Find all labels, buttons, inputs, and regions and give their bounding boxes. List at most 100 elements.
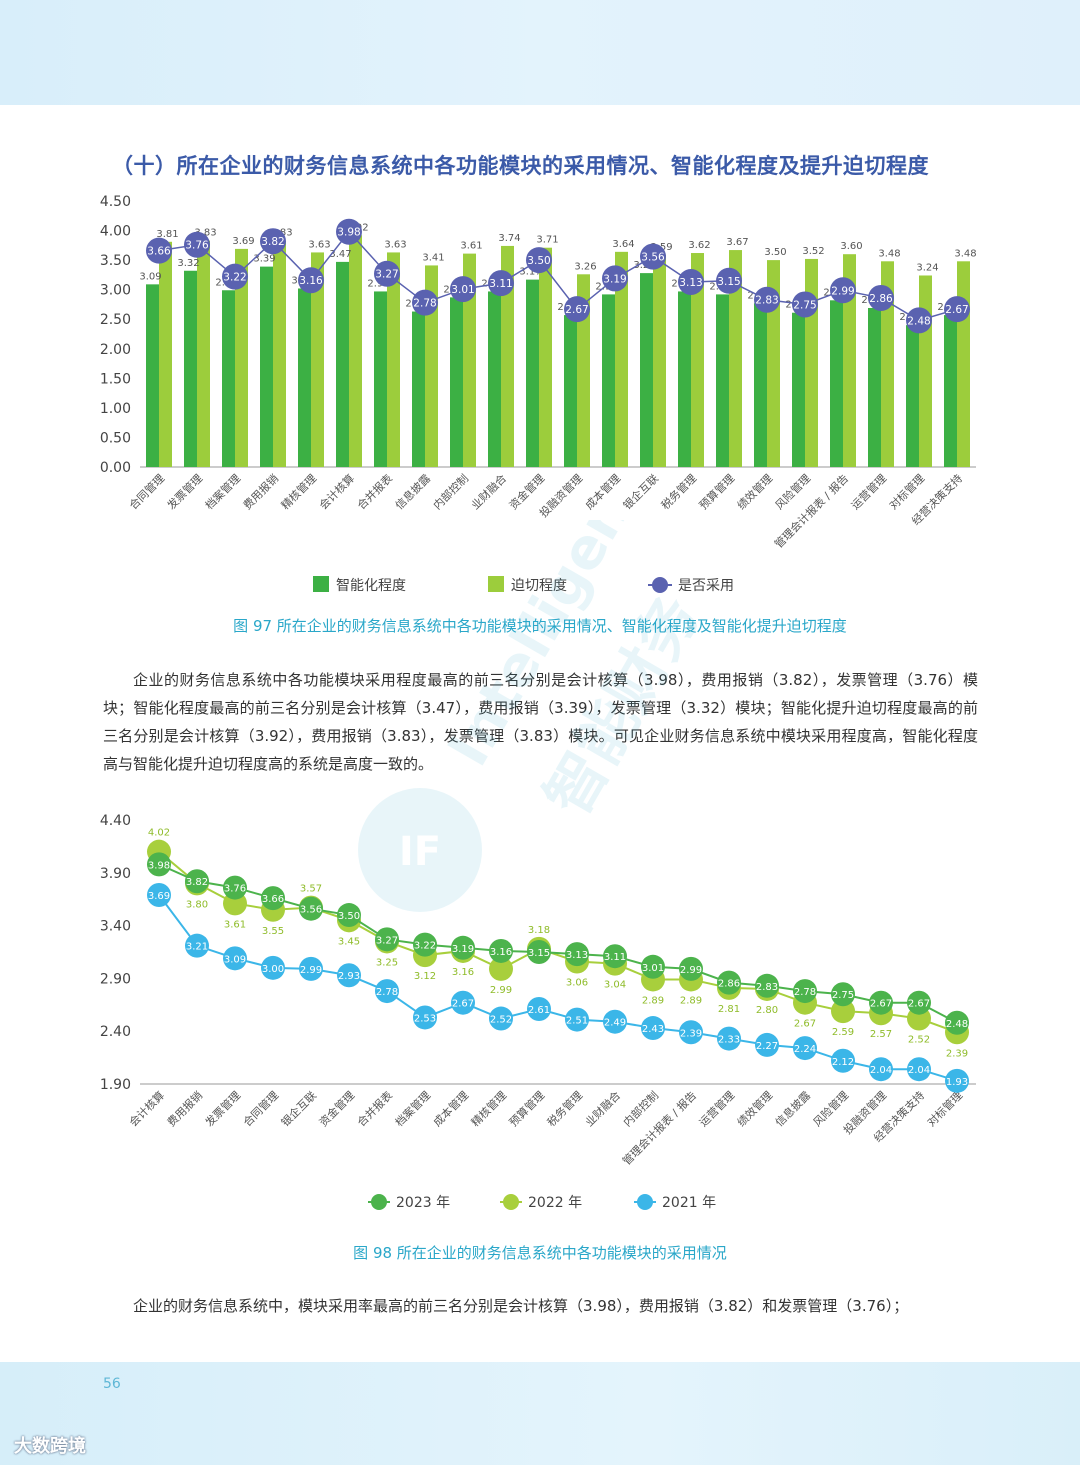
adoption-point-label: 3.66 <box>147 246 171 258</box>
series-2023-point <box>907 990 931 1015</box>
bar-urgency-label: 3.63 <box>308 239 330 250</box>
top-banner <box>0 0 1080 105</box>
series-2021-point <box>451 990 475 1015</box>
adoption-point-label: 2.83 <box>755 295 778 307</box>
bar-intelligence <box>450 297 463 467</box>
series-2021-point <box>185 933 209 958</box>
adoption-point <box>146 237 172 264</box>
adoption-point-label: 3.27 <box>375 269 398 281</box>
y-tick-label: 3.50 <box>100 253 131 269</box>
series-2023-legend-label: 2023 年 <box>396 1195 450 1211</box>
bar-urgency-label: 3.81 <box>156 229 178 240</box>
series-2021-point <box>489 1006 513 1031</box>
bar-intelligence-label: 2.97 <box>367 278 389 289</box>
adoption-point <box>906 307 932 334</box>
series-2023-legend-marker <box>371 1194 387 1210</box>
adoption-point-label: 3.16 <box>299 275 323 287</box>
bar-intelligence <box>222 290 235 467</box>
series-2022-label: 3.18 <box>528 925 550 936</box>
y-tick-label: 0.50 <box>100 430 131 446</box>
series-2023-label: 3.16 <box>490 947 512 958</box>
series-2021-point <box>793 1036 817 1061</box>
x-tick-label: 档案管理 <box>202 471 243 512</box>
x-tick-label: 会计核算 <box>126 1088 167 1129</box>
series-2021-line <box>158 894 958 1082</box>
x-tick-label: 发票管理 <box>164 471 205 512</box>
adoption-point <box>184 231 210 258</box>
series-2023-point <box>375 927 399 952</box>
adoption-point <box>602 265 628 292</box>
x-tick-label: 管理会计报表 / 报告 <box>771 471 851 551</box>
bar-urgency-label: 3.26 <box>574 261 596 272</box>
adoption-point-label: 2.67 <box>565 304 588 316</box>
bar-intelligence <box>526 279 539 467</box>
section-title: （十）所在企业的财务信息系统中各功能模块的采用情况、智能化程度及提升迫切程度 <box>112 154 929 178</box>
series-2022-label: 4.02 <box>148 828 170 839</box>
bar-urgency-label: 3.61 <box>460 241 482 252</box>
series-2023-point <box>565 942 589 967</box>
x-tick-label: 信息披露 <box>772 1088 813 1129</box>
series-2022-label: 2.39 <box>946 1048 968 1059</box>
adoption-point-label: 2.67 <box>945 304 968 316</box>
source-logo: 大数跨境 <box>14 1432 86 1458</box>
series-2023-point <box>603 944 627 969</box>
y-tick-label: 1.00 <box>100 401 131 417</box>
x-tick-label: 银企互联 <box>278 1088 319 1129</box>
x-tick-label: 管理会计报表 / 报告 <box>619 1088 699 1168</box>
bar-urgency-label: 3.69 <box>232 236 254 247</box>
series-2021-point <box>717 1026 741 1051</box>
x-tick-label: 资金管理 <box>316 1088 357 1129</box>
x-tick-label: 会计核算 <box>316 471 357 512</box>
series-2023-label: 3.01 <box>642 963 664 974</box>
adoption-point <box>412 289 438 316</box>
bar-urgency-label: 3.67 <box>726 237 748 248</box>
bar-urgency <box>235 248 248 467</box>
series-2023-label: 3.15 <box>528 948 550 959</box>
series-2021-label: 2.04 <box>870 1065 892 1076</box>
bar-urgency <box>159 241 172 467</box>
bar-intelligence <box>602 294 615 467</box>
legend-label-adoption: 是否采用 <box>678 578 734 594</box>
bar-urgency-label: 3.71 <box>536 235 558 246</box>
x-tick-label: 税务管理 <box>658 471 699 512</box>
series-2021-label: 2.78 <box>376 987 398 998</box>
x-tick-label: 绩效管理 <box>734 1088 775 1129</box>
bar-urgency <box>349 235 362 467</box>
series-2021-label: 2.61 <box>528 1005 550 1016</box>
adoption-point <box>944 296 970 323</box>
bar-urgency-label: 3.48 <box>878 248 900 259</box>
bar-urgency <box>311 252 324 467</box>
bar-intelligence <box>906 325 919 467</box>
series-2022-label: 3.25 <box>376 957 398 968</box>
bar-urgency <box>691 253 704 467</box>
series-2021-legend-label: 2021 年 <box>662 1195 716 1211</box>
series-2022-label: 2.89 <box>642 995 664 1006</box>
y-tick-label: 1.50 <box>100 371 131 387</box>
adoption-point-label: 3.13 <box>679 277 702 289</box>
adoption-point <box>830 277 856 304</box>
series-2021-label: 1.93 <box>946 1077 968 1088</box>
adoption-point-label: 3.19 <box>603 273 626 285</box>
x-tick-label: 合同管理 <box>240 1088 281 1129</box>
adoption-point <box>868 284 894 311</box>
series-2023-label: 2.48 <box>946 1019 968 1030</box>
x-tick-label: 预算管理 <box>696 471 737 512</box>
adoption-point-label: 2.86 <box>869 293 893 305</box>
bar-intelligence <box>716 294 729 467</box>
x-tick-label: 费用报销 <box>164 1088 205 1129</box>
bar-intelligence <box>184 270 197 467</box>
series-2022-label: 2.89 <box>680 995 702 1006</box>
bar-intelligence <box>260 266 273 467</box>
series-2021-point <box>907 1057 931 1082</box>
adoption-point <box>298 267 324 294</box>
x-tick-label: 绩效管理 <box>734 471 775 512</box>
series-2023-label: 3.11 <box>604 952 626 963</box>
x-tick-label: 业财融合 <box>582 1088 623 1129</box>
y-tick-label: 2.40 <box>100 1024 131 1040</box>
series-2021-label: 2.33 <box>718 1035 740 1046</box>
bar-urgency-label: 3.64 <box>612 239 634 250</box>
series-2023-label: 2.83 <box>756 982 778 993</box>
series-2021-point <box>945 1068 969 1093</box>
page-number: 56 <box>103 1376 121 1392</box>
series-2021-point <box>755 1032 779 1057</box>
